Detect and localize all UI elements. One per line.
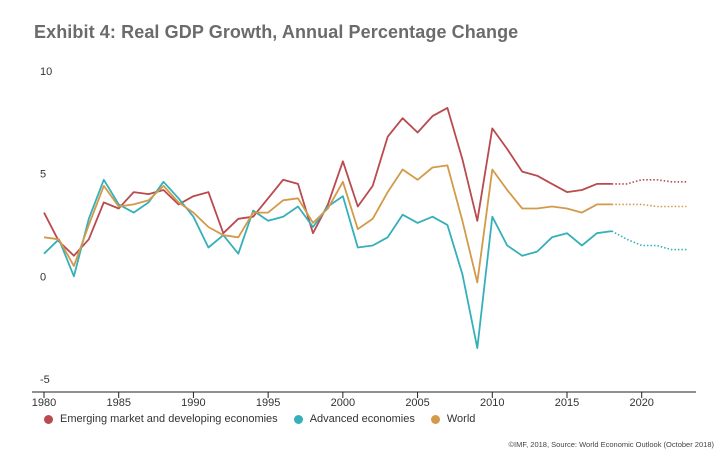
x-tick-label: 1990 [181, 397, 205, 409]
x-tick-label: 1985 [106, 397, 130, 409]
series-line-emerging [43, 107, 612, 257]
x-tick-label: 1995 [256, 397, 280, 409]
legend-item-emerging: Emerging market and developing economies [44, 413, 278, 425]
legend-marker-advanced [293, 414, 303, 424]
y-tick-label: 10 [40, 66, 52, 78]
y-axis-ticks: 10 5 0 -5 [40, 66, 52, 386]
y-tick-label: 0 [40, 271, 46, 283]
x-tick-label: 2005 [405, 397, 429, 409]
chart-title: Exhibit 4: Real GDP Growth, Annual Perce… [34, 22, 519, 42]
x-tick-label: 1980 [32, 397, 56, 409]
legend-label-world: World [446, 413, 476, 425]
legend-label-advanced: Advanced economies [309, 413, 415, 425]
x-tick-label: 2000 [331, 397, 355, 409]
legend-label-emerging: Emerging market and developing economies [60, 413, 278, 425]
x-axis-ticks: 1980 1985 1990 1995 2000 2005 2010 2015 2020 [32, 392, 654, 409]
legend-marker-world [430, 414, 440, 424]
series-forecast-emerging [611, 179, 687, 185]
legend-marker-emerging [44, 414, 53, 424]
legend-item-advanced: Advanced economies [293, 413, 415, 425]
legend: Emerging market and developing economies… [44, 413, 491, 425]
x-tick-label: 2010 [480, 397, 504, 409]
y-tick-label: 5 [40, 169, 46, 181]
series-forecast-advanced [611, 230, 687, 251]
series-line-world [43, 164, 612, 284]
y-tick-label: -5 [40, 374, 50, 386]
series-forecast-world [611, 203, 687, 208]
x-tick-label: 2015 [555, 397, 579, 409]
series-layer [43, 107, 687, 350]
series-line-advanced [43, 178, 612, 350]
legend-item-world: World [430, 413, 476, 425]
source-note: ©IMF, 2018, Source: World Economic Outlo… [508, 440, 714, 449]
x-tick-label: 2020 [629, 397, 653, 409]
